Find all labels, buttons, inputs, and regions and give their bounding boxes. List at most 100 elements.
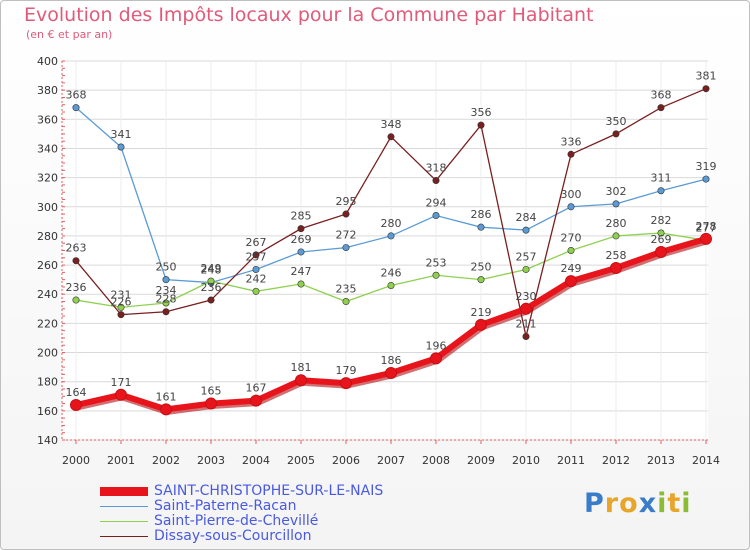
data-label: 250 (471, 261, 492, 274)
logo-letter: i (657, 488, 668, 519)
data-point (342, 244, 350, 252)
data-label: 295 (336, 195, 357, 208)
data-label: 282 (651, 214, 672, 227)
data-label: 311 (651, 172, 672, 185)
data-label: 319 (696, 160, 717, 173)
data-point (612, 200, 620, 208)
data-label: 278 (696, 220, 717, 233)
logo-letter: o (619, 488, 639, 519)
data-point (72, 257, 80, 265)
data-point (657, 229, 665, 237)
data-label: 248 (201, 264, 222, 277)
data-label: 267 (246, 236, 267, 249)
data-label: 294 (426, 197, 447, 210)
data-label: 269 (651, 233, 672, 246)
logo-letter: t (667, 488, 682, 519)
data-label: 249 (201, 262, 222, 275)
data-point (342, 298, 350, 306)
data-label: 211 (516, 318, 537, 331)
x-tick-label: 2010 (512, 454, 540, 467)
logo-letter: r (604, 488, 620, 519)
data-point (252, 287, 260, 295)
legend-label: Saint-Paterne-Racan (154, 498, 297, 514)
data-point (207, 277, 215, 285)
data-label: 219 (471, 306, 492, 319)
y-tick-label: 220 (37, 317, 58, 330)
data-label: 368 (66, 89, 87, 102)
data-point (612, 130, 620, 138)
x-tick-label: 2002 (152, 454, 180, 467)
data-label: 235 (336, 283, 357, 296)
data-label: 348 (381, 118, 402, 131)
data-label: 246 (381, 266, 402, 279)
data-label: 164 (66, 386, 87, 399)
data-label: 272 (336, 229, 357, 242)
data-point (117, 303, 125, 311)
data-point (432, 271, 440, 279)
data-label: 181 (291, 361, 312, 374)
legend-item: SAINT-CHRISTOPHE-SUR-LE-NAIS (100, 484, 383, 499)
data-point (475, 318, 487, 331)
legend-swatch (100, 486, 148, 496)
y-tick-label: 360 (37, 113, 58, 126)
y-tick-label: 160 (37, 405, 58, 418)
data-point (162, 299, 170, 307)
data-point (567, 203, 575, 211)
y-tick-label: 380 (37, 84, 58, 97)
data-point (340, 377, 352, 390)
x-tick-label: 2008 (422, 454, 450, 467)
x-tick-label: 2005 (287, 454, 315, 467)
data-point (162, 276, 170, 284)
data-point (72, 296, 80, 304)
data-label: 318 (426, 162, 447, 175)
data-point (72, 104, 80, 112)
gridlines (62, 60, 708, 441)
data-point (250, 394, 262, 407)
data-point (520, 302, 532, 315)
data-label: 341 (111, 128, 132, 141)
logo-letter: P (584, 488, 605, 519)
data-label: 270 (561, 232, 582, 245)
data-point (702, 175, 710, 183)
y-tick-label: 200 (37, 347, 58, 360)
data-label: 258 (606, 249, 627, 262)
data-label: 284 (516, 211, 537, 224)
x-tick-label: 2009 (467, 454, 495, 467)
data-label: 231 (111, 288, 132, 301)
x-tick-label: 2012 (602, 454, 630, 467)
data-label: 249 (561, 262, 582, 275)
legend-label: Saint-Pierre-de-Chevillé (154, 513, 319, 529)
data-label: 250 (156, 261, 177, 274)
x-tick-label: 2001 (107, 454, 135, 467)
data-point (387, 133, 395, 141)
data-label: 247 (291, 265, 312, 278)
data-label: 230 (516, 290, 537, 303)
data-label: 196 (426, 339, 447, 352)
data-point (342, 210, 350, 218)
data-point (522, 265, 530, 273)
data-point (655, 245, 667, 258)
data-label: 186 (381, 354, 402, 367)
y-tick-label: 260 (37, 259, 58, 272)
data-label: 280 (606, 217, 627, 230)
data-label: 381 (696, 70, 717, 83)
data-point (432, 212, 440, 220)
x-tick-label: 2006 (332, 454, 360, 467)
data-point (117, 311, 125, 319)
x-tick-label: 2007 (377, 454, 405, 467)
data-label: 302 (606, 185, 627, 198)
y-tick-label: 400 (37, 55, 58, 68)
y-tick-label: 140 (37, 434, 58, 447)
data-label: 280 (381, 217, 402, 230)
data-point (522, 226, 530, 234)
data-label: 165 (201, 385, 222, 398)
y-tick-label: 300 (37, 201, 58, 214)
legend-swatch (100, 505, 148, 507)
data-label: 171 (111, 376, 132, 389)
data-label: 277 (696, 221, 717, 234)
data-point (432, 177, 440, 185)
data-label: 236 (66, 281, 87, 294)
data-label: 368 (651, 89, 672, 102)
legend-item: Saint-Paterne-Racan (100, 499, 383, 514)
